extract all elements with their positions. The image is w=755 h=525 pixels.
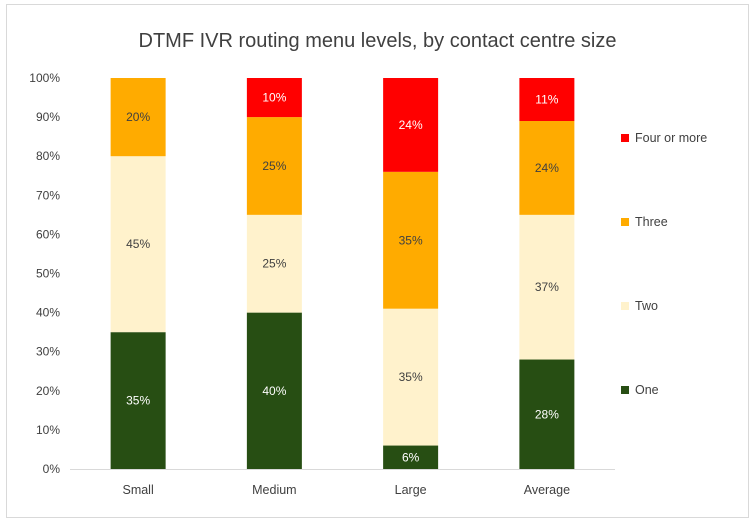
bar-segment bbox=[246, 117, 302, 215]
y-tick-label: 30% bbox=[36, 345, 60, 359]
chart-title: DTMF IVR routing menu levels, by contact… bbox=[138, 30, 617, 52]
bar-segment bbox=[519, 359, 575, 469]
data-label: 37% bbox=[535, 280, 559, 294]
legend: Four or more Three Two One bbox=[621, 131, 707, 397]
bar-segment bbox=[519, 78, 575, 122]
y-tick-label: 70% bbox=[36, 188, 60, 202]
bar-segment bbox=[110, 332, 166, 469]
legend-swatch bbox=[621, 302, 629, 310]
y-tick-label: 0% bbox=[43, 462, 61, 476]
data-label: 35% bbox=[399, 233, 423, 247]
bars bbox=[110, 78, 575, 469]
bar-segment bbox=[246, 214, 302, 313]
data-label: 10% bbox=[262, 91, 286, 105]
legend-label: Three bbox=[635, 215, 668, 229]
bar-segment bbox=[383, 445, 439, 469]
bar-segment bbox=[519, 214, 575, 360]
bar-segment bbox=[246, 78, 302, 118]
y-tick-label: 40% bbox=[36, 306, 60, 320]
data-label: 28% bbox=[535, 407, 559, 421]
legend-label: One bbox=[635, 383, 659, 397]
y-tick-label: 50% bbox=[36, 267, 60, 281]
data-label: 35% bbox=[399, 370, 423, 384]
data-label: 11% bbox=[535, 93, 558, 107]
y-tick-label: 90% bbox=[36, 110, 60, 124]
data-label: 20% bbox=[126, 110, 150, 124]
axes: 0% 10% 20% 30% 40% 50% 60% 70% 80% 90% 100% Small Me… bbox=[29, 71, 615, 497]
x-tick-label: Average bbox=[524, 483, 570, 497]
data-label: 40% bbox=[262, 384, 286, 398]
bar-segment bbox=[110, 156, 166, 333]
x-tick-label: Large bbox=[395, 483, 427, 497]
bar-segment bbox=[383, 171, 439, 309]
bar-segment bbox=[383, 78, 439, 172]
y-tick-label: 100% bbox=[29, 71, 60, 85]
y-tick-label: 60% bbox=[36, 227, 60, 241]
bar-segment bbox=[519, 121, 575, 215]
data-label: 25% bbox=[262, 257, 286, 271]
legend-label: Two bbox=[635, 299, 658, 313]
legend-swatch bbox=[621, 218, 629, 226]
data-label: 25% bbox=[262, 159, 286, 173]
legend-label: Four or more bbox=[635, 131, 707, 145]
data-labels: 35% 45% 20% 40% 25% 25% 10% 6% 35% 35% 24% 28% 37% 24… bbox=[126, 91, 559, 465]
x-tick-label: Small bbox=[122, 483, 153, 497]
bar-segment bbox=[383, 308, 439, 446]
legend-swatch bbox=[621, 134, 629, 142]
y-tick-label: 10% bbox=[36, 423, 60, 437]
data-label: 35% bbox=[126, 394, 150, 408]
x-tick-label: Medium bbox=[252, 483, 296, 497]
data-label: 24% bbox=[535, 161, 559, 175]
y-tick-label: 20% bbox=[36, 384, 60, 398]
bar-segment bbox=[110, 78, 166, 157]
data-label: 24% bbox=[399, 118, 423, 132]
legend-swatch bbox=[621, 386, 629, 394]
data-label: 6% bbox=[402, 450, 420, 464]
y-tick-label: 80% bbox=[36, 149, 60, 163]
data-label: 45% bbox=[126, 237, 150, 251]
bar-segment bbox=[246, 312, 302, 469]
